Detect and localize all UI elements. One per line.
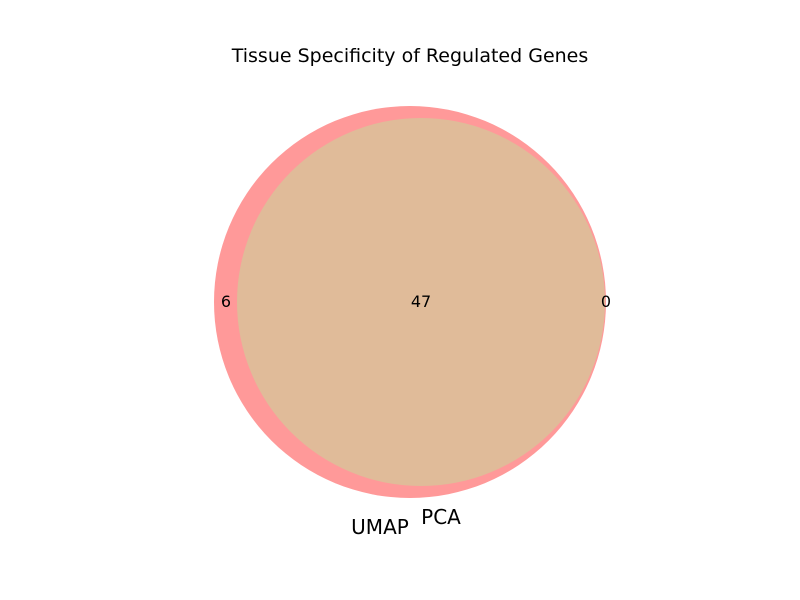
pca-set-label: PCA	[421, 505, 461, 529]
pca-only-count: 0	[601, 292, 611, 311]
intersection-count: 47	[411, 292, 431, 311]
chart-title: Tissue Specificity of Regulated Genes	[231, 45, 589, 67]
umap-set-label: UMAP	[351, 515, 409, 539]
pca-set-circle	[237, 118, 605, 486]
umap-only-count: 6	[221, 292, 231, 311]
